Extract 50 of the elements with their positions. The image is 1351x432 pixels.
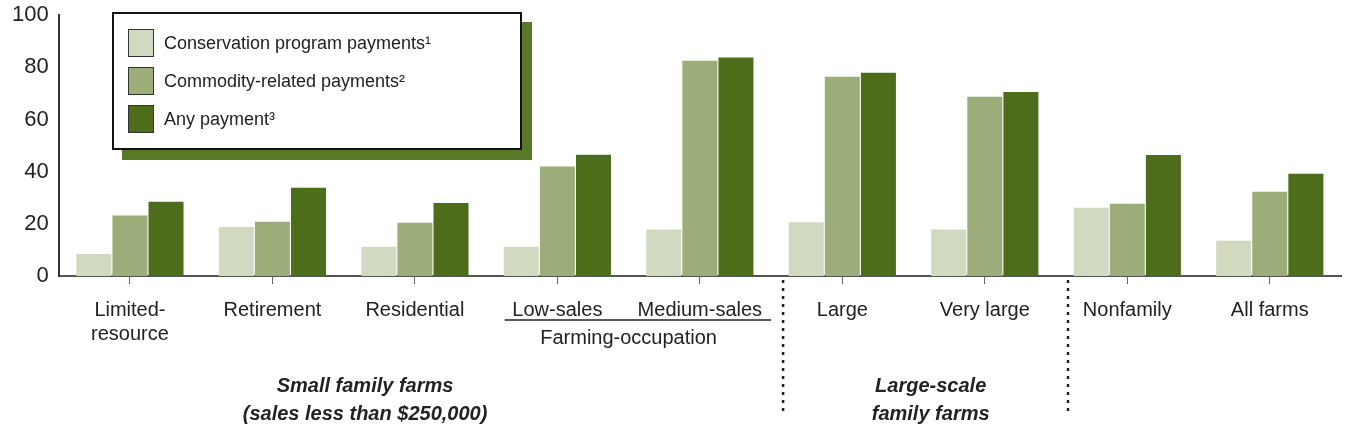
y-tick-label: 20 (24, 209, 49, 235)
x-tick-label: Large (816, 297, 868, 320)
bar (76, 254, 112, 276)
bar (967, 96, 1003, 276)
legend-label: Any payment³ (164, 108, 276, 130)
bar (575, 154, 611, 276)
legend-label: Commodity-related payments² (164, 70, 406, 92)
x-tick-label: Residential (365, 297, 465, 320)
bar (1073, 207, 1109, 276)
bar (148, 201, 184, 276)
text: Large-scale (875, 373, 987, 396)
bar (361, 246, 397, 276)
legend-label: Conservation program payments¹ (164, 32, 432, 54)
x-tick-label: Low-sales (512, 297, 603, 320)
x-tick-label: Limited-resource (91, 297, 169, 344)
bar (931, 229, 967, 276)
x-tick-label: Medium-sales (637, 297, 763, 320)
text: Farming-occupation (540, 325, 717, 348)
bar (218, 226, 254, 276)
x-tick-label: Retirement (223, 297, 322, 320)
bar (254, 221, 290, 276)
y-tick-label: 100 (11, 1, 49, 27)
y-tick-label: 80 (24, 53, 49, 79)
text: family farms (871, 401, 990, 424)
y-tick-label: 60 (24, 105, 49, 131)
bar (1003, 91, 1039, 276)
x-tick-label: All farms (1230, 297, 1309, 320)
bar (397, 222, 433, 276)
bar (539, 166, 575, 276)
bar (788, 222, 824, 276)
bar (1145, 154, 1181, 276)
bar (1109, 203, 1145, 276)
x-tick-label: Nonfamily (1082, 297, 1172, 320)
text: Small family farms (276, 373, 454, 396)
bar (860, 72, 896, 276)
bar (1252, 191, 1288, 276)
bar (646, 229, 682, 276)
x-tick-label: Very large (939, 297, 1030, 320)
y-tick-label: 0 (36, 262, 49, 288)
bar (1288, 173, 1324, 276)
text: (sales less than $250,000) (242, 401, 488, 424)
bar (503, 246, 539, 276)
bar (291, 187, 327, 276)
bar (682, 60, 718, 276)
bar (112, 215, 148, 276)
bar (718, 57, 754, 276)
bar (433, 202, 469, 276)
bar (1216, 240, 1252, 276)
y-tick-label: 40 (24, 157, 49, 183)
bar (824, 76, 860, 276)
